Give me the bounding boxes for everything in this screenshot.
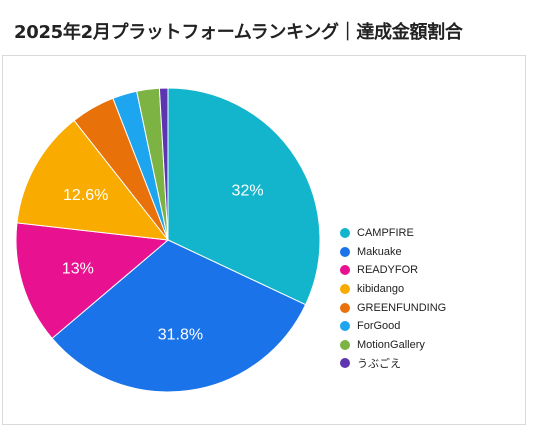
pie-slice-ubugoe: [158, 87, 169, 241]
legend-label: READYFOR: [357, 264, 419, 277]
legend-label: MotionGallery: [357, 338, 425, 351]
legend-swatch: [340, 321, 350, 332]
legend-item: READYFOR: [340, 261, 446, 280]
pie-chart: 32% 31.8% 13% 12.6%: [15, 87, 321, 393]
pie-slice-label: 31.8%: [158, 326, 203, 343]
legend-item: CAMPFIRE: [340, 224, 446, 243]
pie-slice-label: 32%: [232, 183, 264, 200]
pie-slice-kibidango: [16, 119, 170, 241]
legend-item: ForGood: [340, 317, 446, 336]
pie-slice-makuake: [51, 239, 307, 393]
pie-slice-campfire: [167, 87, 321, 306]
legend-swatch: [340, 358, 350, 369]
legend-label: kibidango: [357, 283, 405, 296]
legend-swatch: [340, 339, 350, 350]
chart-title: 2025年2月プラットフォームランキング｜達成金額割合: [14, 22, 463, 43]
legend-label: うぶごえ: [357, 358, 401, 371]
legend-swatch: [340, 284, 350, 295]
legend-swatch: [340, 246, 350, 257]
legend-item: MotionGallery: [340, 336, 446, 355]
legend-item: GREENFUNDING: [340, 298, 446, 317]
legend-item: うぶごえ: [340, 354, 446, 373]
pie-slice-label: 12.6%: [63, 187, 108, 204]
legend-label: Makuake: [357, 245, 402, 258]
chart-card: 32% 31.8% 13% 12.6% CAMPFIRE Makuake READYFOR…: [2, 55, 526, 425]
legend-swatch: [340, 265, 350, 276]
legend-item: Makuake: [340, 243, 446, 262]
pie-slice-label: 13%: [62, 260, 94, 277]
legend-swatch: [340, 302, 350, 313]
legend-label: CAMPFIRE: [357, 227, 414, 240]
legend-label: ForGood: [357, 320, 401, 333]
legend-swatch: [340, 228, 350, 239]
pie-slice-readyfor: [15, 222, 170, 340]
chart-legend: CAMPFIRE Makuake READYFOR kibidango GREENFUN…: [340, 224, 446, 373]
legend-label: GREENFUNDING: [357, 301, 447, 314]
legend-item: kibidango: [340, 280, 446, 299]
